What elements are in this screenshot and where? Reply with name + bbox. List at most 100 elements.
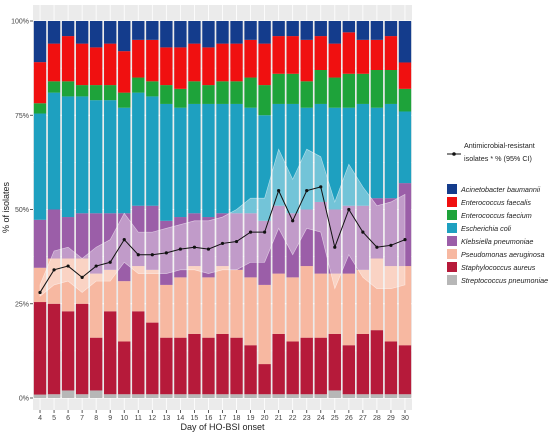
amr-point [277,189,281,193]
bar-segment [398,88,412,112]
bar-segment [342,73,356,108]
bar-segment [47,303,61,395]
legend-swatch [447,262,457,272]
bar-segment [286,277,299,342]
bar-segment [146,269,159,323]
bar-segment [160,337,173,395]
bar-segment [370,330,384,395]
legend-swatch [447,249,457,259]
bar-segment [342,273,356,346]
bar-segment [272,333,285,395]
bar-segment [384,21,398,37]
bar-segment [188,394,201,398]
bar-segment [398,111,412,184]
x-tick-label: 9 [108,415,112,422]
bar-segment [188,43,201,82]
bar-segment [118,107,131,214]
amr-point [66,264,70,268]
x-tick-label: 15 [191,415,199,422]
bar-segment [47,81,61,93]
x-tick-label: 10 [120,415,128,422]
bar-segment [314,394,327,398]
bar-segment [216,103,229,214]
bar-segment [216,266,229,334]
bar-segment [398,394,412,398]
bar-segment [328,390,341,398]
x-tick-label: 21 [275,415,283,422]
bar-segment [89,21,103,48]
x-tick-label: 5 [52,415,56,422]
bar-segment [216,43,229,82]
bar-segment [286,213,299,278]
y-axis: 0% 25% 50% 75% 100% [11,19,33,403]
amr-point [150,253,154,257]
bar-segment [314,337,327,395]
bar-segment [104,213,117,270]
bar-segment [47,92,61,210]
legend-swatch [447,223,457,233]
bar-segment [75,258,89,304]
x-tick-label: 22 [289,415,297,422]
bar-segment [342,32,356,74]
bar-segment [370,394,384,398]
bar-segment [314,273,327,338]
bar-segment [342,107,356,206]
bar-segment [272,36,285,74]
bar-segment [216,81,229,104]
bar-segment [33,62,47,104]
x-tick-label: 12 [148,415,156,422]
legend-label: Streptococcus pneumoniae [461,276,548,285]
bar-segment [314,36,327,71]
amr-point [164,251,168,255]
bar-segment [174,47,187,89]
x-tick-label: 14 [176,415,184,422]
x-tick-label: 26 [345,415,353,422]
bar-segment [384,394,398,398]
bar-segment [146,39,159,82]
bar-segment [47,209,61,259]
bar-segment [384,103,398,199]
bar-segment [160,21,173,48]
bar-segment [174,21,187,48]
legend-label: Escherichia coli [461,224,511,233]
bar-segment [384,70,398,104]
bar-segment [356,269,370,334]
bar-segment [216,21,229,44]
bar-segment [398,21,412,63]
bar-segment [75,96,89,214]
x-axis-title: Day of HO-BSI onset [180,422,265,432]
x-tick-label: 20 [261,415,269,422]
bar-segment [75,303,89,395]
bar-segment [132,394,145,398]
x-tick-label: 18 [233,415,241,422]
legend-point-key [452,152,456,156]
bar-segment [314,103,327,202]
bar-segment [230,81,243,104]
bar-segment [202,277,215,338]
bar-segment [342,345,356,395]
legend: Antimicrobial-resistant isolates * % (95%… [447,141,548,285]
bar-segment [272,205,285,274]
bar-segment [370,258,384,331]
bar-segment [300,21,313,40]
bar-segment [286,341,299,395]
legend-amr-label-line1: Antimicrobial-resistant [464,141,535,150]
bar-segment [132,39,145,78]
bar-segment [328,43,341,78]
amr-point [319,185,323,189]
bar-segment [356,394,370,398]
bar-segment [47,394,61,398]
bar-segment [286,21,299,37]
bars [33,21,412,398]
bar-segment [118,281,131,342]
bar-segment [356,103,370,206]
x-tick-label: 19 [247,415,255,422]
amr-point [80,275,84,279]
confidence-band [39,148,406,297]
amr-point [38,290,42,295]
bar-segment [230,21,243,44]
bar-segment [356,205,370,270]
y-tick-label: 50% [15,207,29,214]
amr-point [248,230,253,234]
